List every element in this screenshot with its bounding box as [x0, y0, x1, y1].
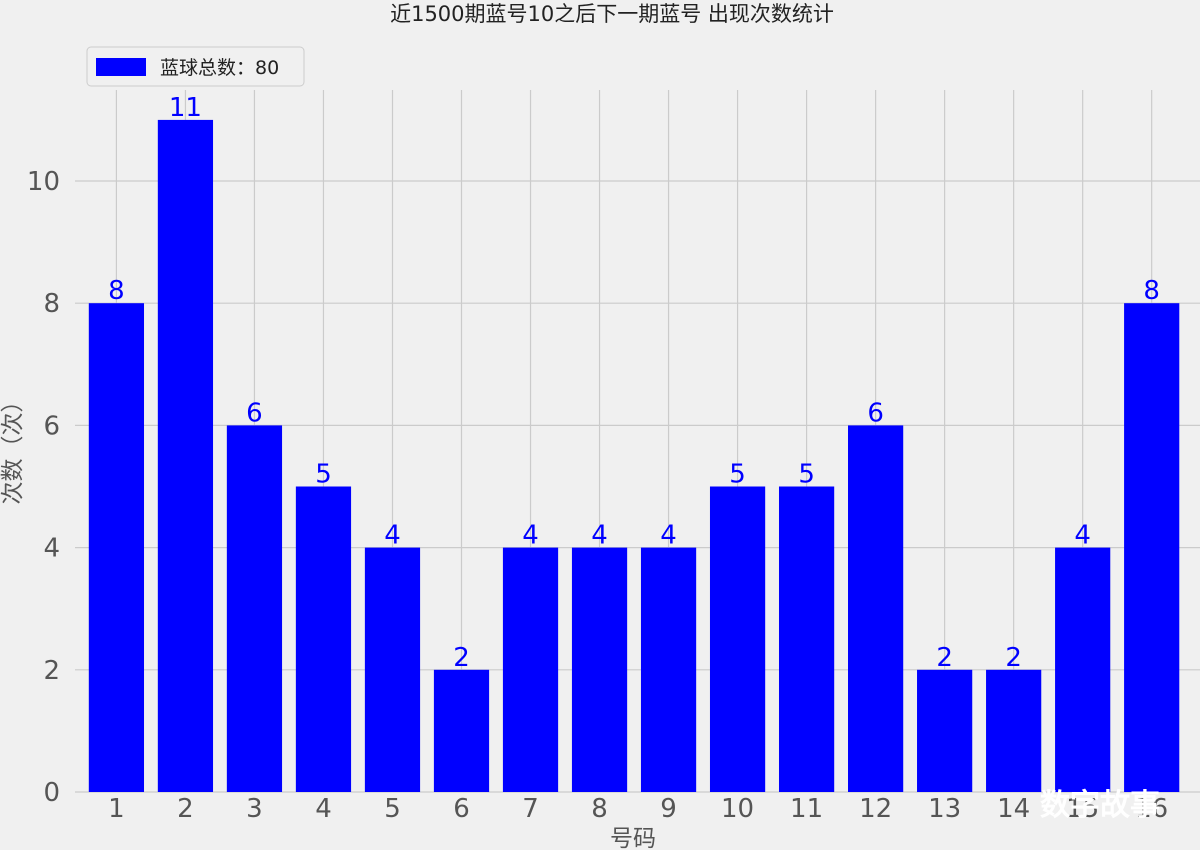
- bar: [364, 547, 421, 792]
- bar-value-label: 2: [1005, 643, 1022, 673]
- bar: [433, 669, 490, 792]
- bar-value-label: 8: [1143, 276, 1160, 306]
- x-tick-label: 9: [660, 794, 677, 824]
- bar-value-label: 8: [108, 276, 125, 306]
- legend-swatch: [96, 58, 146, 76]
- legend: 蓝球总数：80: [86, 46, 305, 87]
- x-tick-label: 2: [177, 794, 194, 824]
- bar: [1124, 303, 1180, 792]
- bar: [1055, 547, 1111, 792]
- bar-value-label: 2: [453, 643, 470, 673]
- bar-value-label: 5: [729, 460, 746, 490]
- y-tick-label: 8: [43, 289, 60, 319]
- bar-value-label: 4: [522, 521, 539, 551]
- bar-value-label: 5: [315, 460, 332, 490]
- bar: [502, 547, 559, 792]
- bar: [709, 486, 766, 792]
- bars: [88, 119, 1180, 792]
- bar-value-label: 5: [798, 460, 815, 490]
- bar: [917, 669, 973, 792]
- x-tick-label: 15: [1066, 794, 1099, 824]
- bar: [157, 119, 214, 792]
- x-tick-label: 3: [246, 794, 263, 824]
- bar: [778, 486, 835, 792]
- x-tick-label: 5: [384, 794, 401, 824]
- x-tick-label: 13: [928, 794, 961, 824]
- x-tick-label: 7: [522, 794, 539, 824]
- y-tick-label: 0: [43, 778, 60, 808]
- x-tick-label: 4: [315, 794, 332, 824]
- bar-value-label: 6: [867, 398, 884, 428]
- watermark: 数字故事: [1040, 788, 1160, 823]
- bar: [295, 486, 352, 792]
- bar: [640, 547, 697, 792]
- bar: [571, 547, 628, 792]
- y-tick-labels: 0 2 4 6 8 10: [27, 167, 60, 808]
- x-tick-label: 14: [997, 794, 1030, 824]
- chart-title: 近1500期蓝号10之后下一期蓝号 出现次数统计: [390, 2, 834, 26]
- y-tick-label: 4: [43, 534, 60, 564]
- bar: [88, 303, 145, 792]
- y-axis-label: 次数（次）: [0, 390, 26, 505]
- x-tick-label: 12: [859, 794, 892, 824]
- bar-value-labels: 8 11 6 5 4 2 4 4 4 5 5 6 2 2 4 8: [108, 93, 1160, 673]
- bar-value-label: 2: [936, 643, 953, 673]
- bar: [848, 425, 904, 792]
- x-axis-label: 号码: [610, 826, 656, 850]
- x-tick-labels: 1 2 3 4 5 6 7 8 9 10 11 12 13 14 15 16: [108, 794, 1168, 824]
- x-tick-label: 8: [591, 794, 608, 824]
- bar: [226, 425, 283, 792]
- y-tick-label: 6: [43, 411, 60, 441]
- x-tick-label: 11: [790, 794, 823, 824]
- legend-box: [86, 46, 305, 87]
- y-tick-label: 2: [43, 656, 60, 686]
- bar-value-label: 6: [246, 398, 263, 428]
- x-tick-label: 6: [453, 794, 470, 824]
- x-tick-label: 1: [108, 794, 125, 824]
- bar: [986, 669, 1042, 792]
- legend-label: 蓝球总数：80: [160, 57, 279, 79]
- bar-value-label: 4: [591, 521, 608, 551]
- bar-value-label: 11: [169, 93, 202, 123]
- bar-value-label: 4: [384, 521, 401, 551]
- x-tick-label: 16: [1135, 794, 1168, 824]
- bar-value-label: 4: [1074, 521, 1091, 551]
- x-tick-label: 10: [721, 794, 754, 824]
- y-tick-label: 10: [27, 167, 60, 197]
- bar-value-label: 4: [660, 521, 677, 551]
